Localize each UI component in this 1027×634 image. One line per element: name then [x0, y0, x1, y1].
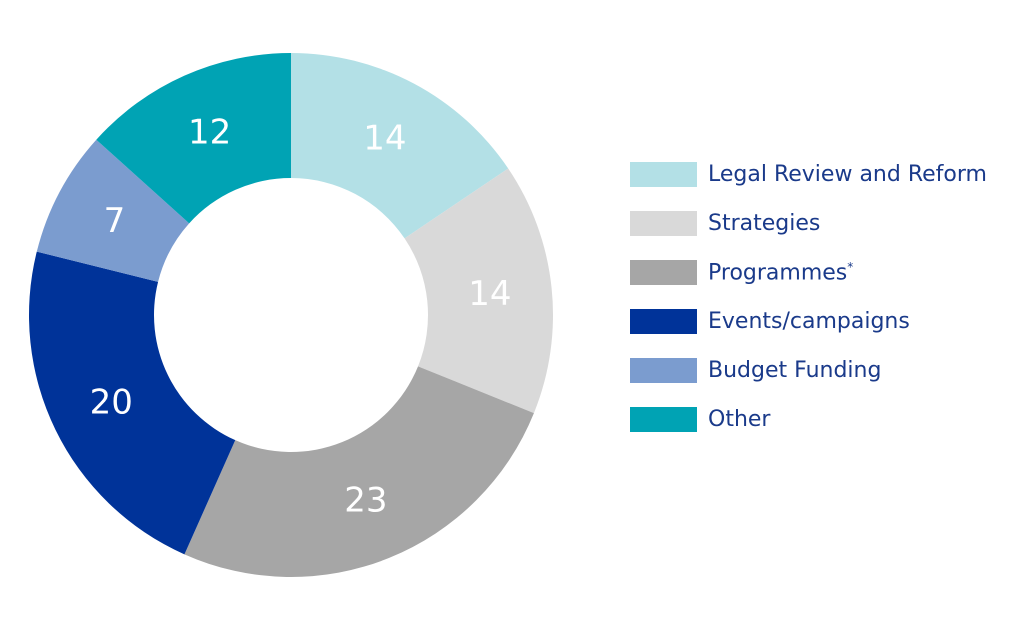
- data-label-other: 12: [188, 112, 231, 152]
- legend-swatch: [630, 162, 697, 187]
- legend-swatch: [630, 407, 697, 432]
- slice-events-campaigns: [29, 251, 236, 555]
- legend-item-strategies: Strategies: [630, 199, 987, 248]
- legend-label: Programmes*: [708, 259, 854, 286]
- legend-label: Strategies: [708, 211, 821, 236]
- legend-label: Events/campaigns: [708, 309, 910, 334]
- legend-footnote-marker: *: [847, 259, 854, 274]
- legend-item-other: Other: [630, 395, 987, 444]
- data-label-events-campaigns: 20: [90, 383, 133, 423]
- legend-item-budget-funding: Budget Funding: [630, 346, 987, 395]
- donut-chart: 14 14 23 20 7 12: [29, 53, 554, 578]
- slice-programmes: [184, 366, 534, 578]
- data-label-strategies: 14: [468, 274, 511, 314]
- legend-swatch: [630, 358, 697, 383]
- legend-swatch: [630, 309, 697, 334]
- data-label-legal-review-and-reform: 14: [363, 118, 406, 158]
- slice-budget-funding: [36, 139, 190, 282]
- legend-label: Other: [708, 407, 771, 432]
- legend-label: Legal Review and Reform: [708, 162, 987, 187]
- data-label-programmes: 23: [344, 480, 387, 520]
- slice-strategies: [404, 168, 554, 414]
- legend-item-events-campaigns: Events/campaigns: [630, 297, 987, 346]
- legend-item-legal-review-and-reform: Legal Review and Reform: [630, 150, 987, 199]
- data-label-budget-funding: 7: [104, 201, 126, 241]
- legend-item-programmes: Programmes*: [630, 248, 987, 297]
- slice-legal-review-and-reform: [291, 53, 509, 239]
- legend-swatch: [630, 260, 697, 285]
- slice-other: [96, 53, 292, 224]
- legend-swatch: [630, 211, 697, 236]
- legend: Legal Review and Reform Strategies Program…: [630, 150, 987, 444]
- legend-label: Budget Funding: [708, 358, 882, 383]
